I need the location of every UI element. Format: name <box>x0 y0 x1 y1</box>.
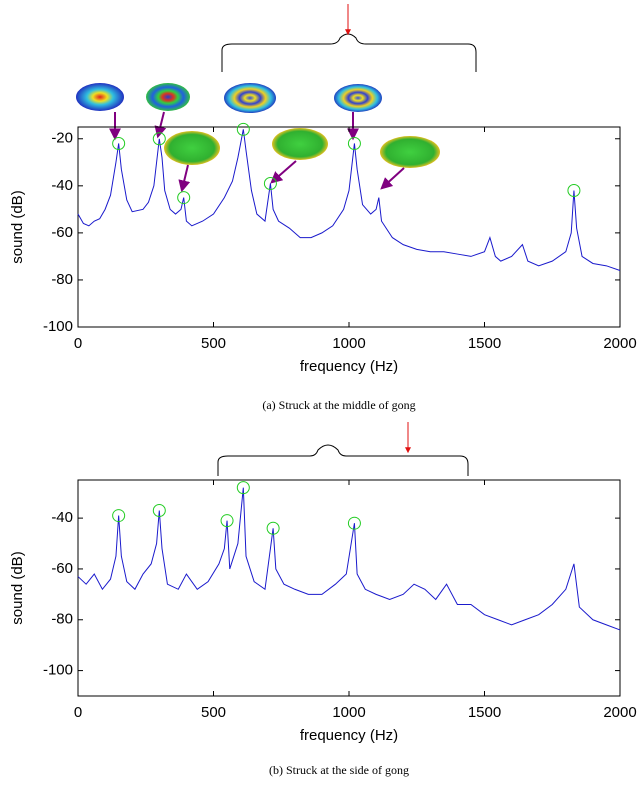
x-tick-label: 0 <box>74 704 82 721</box>
peak-marker <box>236 481 250 495</box>
peak-marker <box>347 136 361 150</box>
peak-marker <box>263 176 277 190</box>
y-tick-label: -60 <box>51 224 73 241</box>
peak-marker <box>152 503 166 517</box>
peak-marker <box>567 184 581 198</box>
x-tick-label: 1500 <box>468 335 501 352</box>
x-tick-label: 500 <box>201 335 226 352</box>
y-tick-label: -100 <box>43 662 73 679</box>
x-tick-label: 0 <box>74 335 82 352</box>
peak-marker <box>177 191 191 205</box>
y-tick-label: -100 <box>43 318 73 335</box>
y-axis-label: sound (dB) <box>9 190 26 263</box>
peak-marker <box>112 509 126 523</box>
peak-marker <box>220 514 234 528</box>
x-axis-label: frequency (Hz) <box>300 358 398 375</box>
annotations <box>76 4 477 476</box>
x-tick-label: 2000 <box>603 704 636 721</box>
y-tick-label: -80 <box>51 271 73 288</box>
peak-marker <box>152 132 166 146</box>
x-axis-label: frequency (Hz) <box>300 727 398 744</box>
x-tick-label: 1000 <box>332 704 365 721</box>
peak-marker <box>347 516 361 530</box>
y-tick-label: -60 <box>51 560 73 577</box>
y-axis-label: sound (dB) <box>9 551 26 624</box>
y-tick-label: -40 <box>51 509 73 526</box>
spectrum-line <box>77 129 621 272</box>
caption: (b) Struck at the side of gong <box>269 763 409 777</box>
caption: (a) Struck at the middle of gong <box>262 398 415 412</box>
peak-marker <box>236 122 250 136</box>
spectrum-line <box>77 487 621 631</box>
y-tick-label: -20 <box>51 130 73 147</box>
y-tick-label: -40 <box>51 177 73 194</box>
x-tick-label: 1500 <box>468 704 501 721</box>
x-tick-label: 2000 <box>603 335 636 352</box>
x-tick-label: 1000 <box>332 335 365 352</box>
x-tick-label: 500 <box>201 704 226 721</box>
y-tick-label: -80 <box>51 611 73 628</box>
peak-marker <box>266 521 280 535</box>
peak-marker <box>112 136 126 150</box>
plot-area <box>77 126 621 328</box>
